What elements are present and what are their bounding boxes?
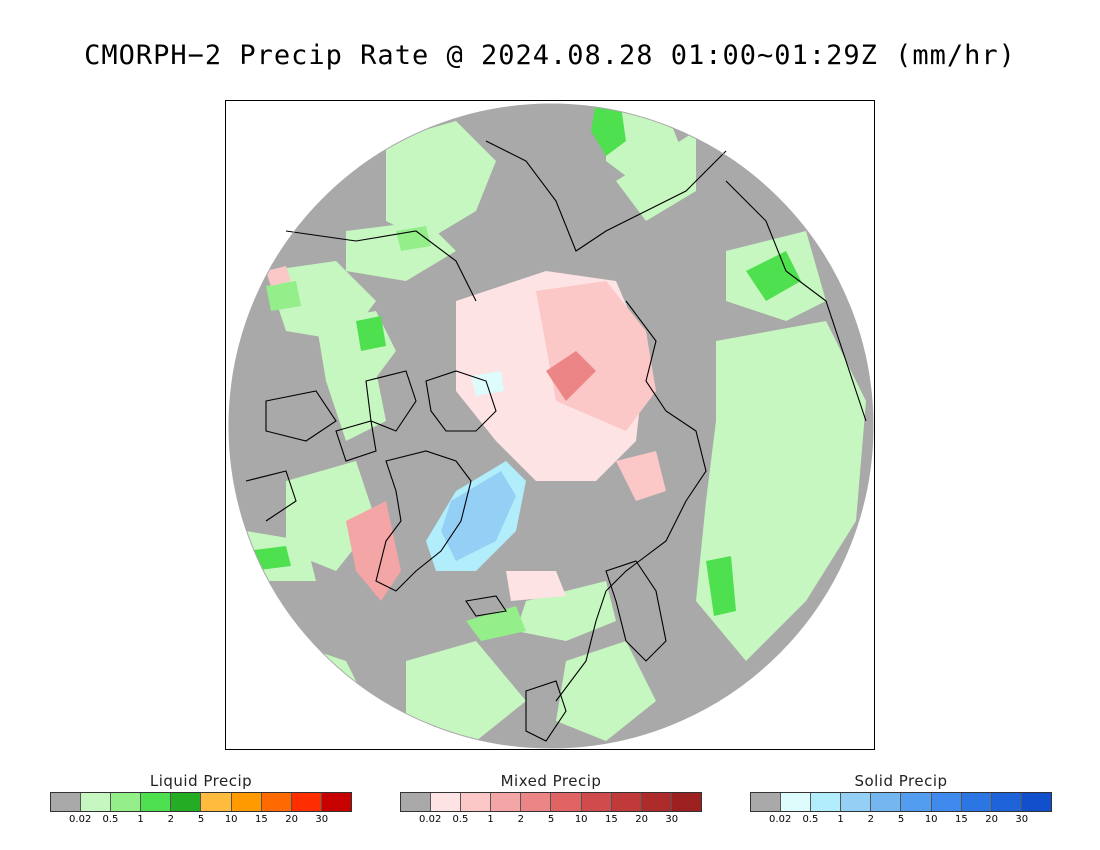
liquid-precip-regions xyxy=(246,104,866,741)
legend-tick-label: 30 xyxy=(315,814,329,825)
legend-swatch xyxy=(81,793,112,811)
legend-liquid-precip: Liquid Precip 0.02 0.5 1 2 5 10 15 20 30 xyxy=(50,770,352,828)
legend-title: Liquid Precip xyxy=(149,772,253,790)
legend-swatch xyxy=(491,793,522,811)
legend-tick-label: 5 xyxy=(897,814,905,825)
coastlines xyxy=(245,140,867,742)
map-disc-rim xyxy=(228,103,874,749)
legend-swatch xyxy=(231,793,262,811)
legend-swatch xyxy=(521,793,552,811)
legend-ticks: 0.02 0.5 1 2 5 10 15 20 30 xyxy=(750,812,1052,828)
legend-swatch xyxy=(111,793,142,811)
legend-swatch xyxy=(961,793,992,811)
legend-swatch xyxy=(781,793,812,811)
legend-tick-label: 5 xyxy=(547,814,555,825)
legend-tick-label: 20 xyxy=(985,814,998,825)
legend-tick-label: 10 xyxy=(224,814,238,825)
legend-tick-label: 2 xyxy=(517,814,524,825)
polar-map-canvas xyxy=(228,103,874,749)
legend-swatch xyxy=(201,793,232,811)
legend-swatch xyxy=(551,793,582,811)
legend-colorbar xyxy=(50,792,352,812)
legend-tick-label: 0.02 xyxy=(769,814,792,825)
legend-tick-label: 2 xyxy=(867,814,874,825)
legend-swatch xyxy=(991,793,1022,811)
legend-swatch xyxy=(671,793,701,811)
legend-tick-label: 2 xyxy=(167,814,174,825)
legend-tick-label: 30 xyxy=(1015,814,1029,825)
solid-precip-regions xyxy=(426,371,526,571)
legend-tick-label: 15 xyxy=(255,814,268,825)
legend-swatch xyxy=(611,793,642,811)
legend-tick-label: 5 xyxy=(197,814,205,825)
legend-swatch xyxy=(1021,793,1051,811)
legend-tick-label: 10 xyxy=(924,814,938,825)
legend-swatch xyxy=(581,793,612,811)
legend-colorbar xyxy=(400,792,702,812)
legend-solid-precip: Solid Precip 0.02 0.5 1 2 5 10 15 20 30 xyxy=(750,770,1052,828)
legend-swatch xyxy=(51,793,82,811)
legend-title: Solid Precip xyxy=(854,772,948,790)
legend-tick-label: 0.5 xyxy=(802,814,819,825)
legend-swatch xyxy=(261,793,292,811)
legend-swatch xyxy=(291,793,322,811)
legend-swatch xyxy=(871,793,902,811)
legend-tick-label: 20 xyxy=(285,814,298,825)
legend-swatch xyxy=(641,793,672,811)
legend-swatch xyxy=(431,793,462,811)
legend-ticks: 0.02 0.5 1 2 5 10 15 20 30 xyxy=(400,812,702,828)
legend-tick-label: 15 xyxy=(955,814,968,825)
legend-swatch xyxy=(841,793,872,811)
legend-swatch xyxy=(901,793,932,811)
legend-tick-label: 10 xyxy=(574,814,588,825)
legend-swatch xyxy=(171,793,202,811)
legend-tick-label: 0.02 xyxy=(69,814,92,825)
legend-swatch xyxy=(321,793,351,811)
legend-swatch xyxy=(931,793,962,811)
legend-mixed-precip: Mixed Precip 0.02 0.5 1 2 5 10 15 20 30 xyxy=(400,770,702,828)
page-title: CMORPH−2 Precip Rate @ 2024.08.28 01:00~… xyxy=(84,40,1016,71)
legend-swatch xyxy=(401,793,432,811)
legend-tick-label: 1 xyxy=(837,814,844,825)
legend-tick-label: 1 xyxy=(137,814,144,825)
legend-swatch xyxy=(141,793,172,811)
legend-colorbar xyxy=(750,792,1052,812)
legend-tick-label: 0.02 xyxy=(419,814,442,825)
legend-ticks: 0.02 0.5 1 2 5 10 15 20 30 xyxy=(50,812,352,828)
legend-tick-label: 0.5 xyxy=(102,814,119,825)
legend-swatch xyxy=(811,793,842,811)
legend-swatch xyxy=(751,793,782,811)
mixed-precip-regions xyxy=(266,266,666,601)
legend-tick-label: 30 xyxy=(665,814,679,825)
legend-tick-label: 15 xyxy=(605,814,618,825)
legend-tick-label: 1 xyxy=(487,814,494,825)
legend-tick-label: 0.5 xyxy=(452,814,469,825)
legend-title: Mixed Precip xyxy=(500,772,602,790)
polar-map xyxy=(225,100,875,750)
legend-tick-label: 20 xyxy=(635,814,648,825)
legend-swatch xyxy=(461,793,492,811)
